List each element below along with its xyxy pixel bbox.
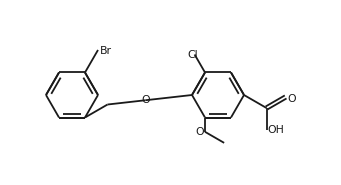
Text: O: O	[141, 95, 150, 105]
Text: Cl: Cl	[187, 51, 198, 60]
Text: O: O	[288, 94, 296, 104]
Text: Br: Br	[100, 46, 112, 56]
Text: O: O	[195, 127, 204, 137]
Text: OH: OH	[268, 125, 284, 135]
